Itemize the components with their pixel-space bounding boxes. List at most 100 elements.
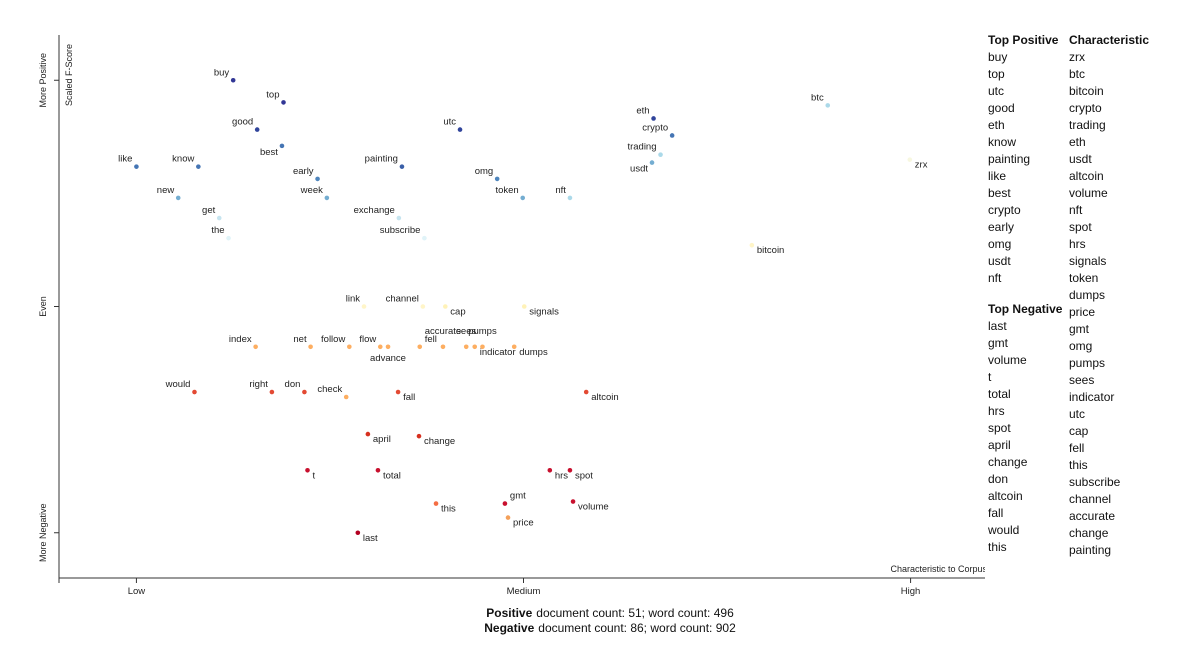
point <box>417 344 423 350</box>
term[interactable]: bitcoin <box>1069 84 1104 98</box>
term[interactable]: volume <box>988 353 1027 367</box>
y-tick-label: More Positive <box>38 53 48 108</box>
term[interactable]: indicator <box>1069 390 1115 404</box>
term[interactable]: gmt <box>988 336 1009 350</box>
term[interactable]: accurate <box>1069 509 1116 523</box>
term[interactable]: altcoin <box>988 489 1023 503</box>
point <box>226 235 231 241</box>
point-label: follow <box>321 334 345 345</box>
term[interactable]: fell <box>1069 441 1085 455</box>
term[interactable]: fall <box>988 506 1004 520</box>
point <box>420 304 426 309</box>
point-label: buy <box>214 67 230 78</box>
term[interactable]: pumps <box>1069 356 1106 370</box>
point <box>192 389 197 395</box>
point <box>254 127 260 132</box>
term[interactable]: change <box>988 455 1028 469</box>
point <box>443 304 448 309</box>
term[interactable]: trading <box>1069 118 1106 132</box>
point-label: check <box>317 384 342 395</box>
point <box>463 344 469 350</box>
point-label: new <box>157 185 175 196</box>
term[interactable]: good <box>988 101 1015 115</box>
term[interactable]: change <box>1069 526 1109 540</box>
term[interactable]: painting <box>1069 543 1112 557</box>
term[interactable]: omg <box>1069 339 1093 353</box>
term[interactable]: gmt <box>1069 322 1090 336</box>
term[interactable]: best <box>988 186 1011 200</box>
term[interactable]: t <box>988 370 992 384</box>
term[interactable]: omg <box>988 237 1012 251</box>
term[interactable]: crypto <box>988 203 1021 217</box>
term[interactable]: eth <box>1069 135 1086 149</box>
point <box>308 344 313 350</box>
term[interactable]: april <box>988 438 1011 452</box>
point-label: channel <box>386 294 419 305</box>
point-label: total <box>383 470 401 481</box>
point <box>305 468 310 473</box>
point-label: pumps <box>468 326 497 337</box>
term[interactable]: top <box>988 67 1005 81</box>
term[interactable]: channel <box>1069 492 1112 506</box>
term[interactable]: spot <box>988 421 1011 435</box>
term[interactable]: volume <box>1069 186 1108 200</box>
term[interactable]: hrs <box>1069 237 1086 251</box>
point <box>315 176 320 182</box>
x-axis-title: Characteristic to Corpus <box>890 564 985 574</box>
term[interactable]: eth <box>988 118 1005 132</box>
term[interactable]: this <box>988 540 1007 554</box>
term[interactable]: nft <box>988 271 1002 285</box>
term[interactable]: usdt <box>988 254 1011 268</box>
term[interactable]: early <box>988 220 1015 234</box>
point <box>520 195 526 201</box>
point <box>279 143 285 149</box>
point <box>355 530 361 536</box>
term[interactable]: painting <box>988 152 1031 166</box>
point-label: accurate <box>425 326 461 337</box>
point-label: spot <box>575 470 593 481</box>
term[interactable]: utc <box>1069 407 1086 421</box>
point-label: fell <box>425 334 437 345</box>
term[interactable]: cap <box>1069 424 1089 438</box>
top-negative: Top Negative last gmt volume t total hrs spot ap… <box>988 301 1062 556</box>
term[interactable]: signals <box>1069 254 1107 268</box>
list-title: Characteristic <box>1069 33 1150 47</box>
point <box>480 344 485 350</box>
point <box>472 344 478 350</box>
term[interactable]: zrx <box>1069 50 1085 64</box>
chart: Scaled F-Score Characteristic to Corpus … <box>38 35 985 597</box>
point-label: advance <box>370 353 406 364</box>
term[interactable]: dumps <box>1069 288 1106 302</box>
footer-text: document count: 86; word count: 902 <box>538 621 736 635</box>
point <box>361 304 367 309</box>
term[interactable]: would <box>988 523 1020 537</box>
term[interactable]: altcoin <box>1069 169 1104 183</box>
x-tick-label: Low <box>128 586 146 597</box>
term[interactable]: crypto <box>1069 101 1102 115</box>
term[interactable]: nft <box>1069 203 1083 217</box>
point-label: eth <box>636 105 649 116</box>
term[interactable]: usdt <box>1069 152 1092 166</box>
term[interactable]: this <box>1069 458 1088 472</box>
term[interactable]: last <box>988 319 1007 333</box>
term[interactable]: sees <box>1069 373 1095 387</box>
term[interactable]: buy <box>988 50 1008 64</box>
term[interactable]: token <box>1069 271 1099 285</box>
point <box>377 344 383 350</box>
term[interactable]: hrs <box>988 404 1005 418</box>
term[interactable]: subscribe <box>1069 475 1121 489</box>
term[interactable]: price <box>1069 305 1096 319</box>
term[interactable]: know <box>988 135 1017 149</box>
term[interactable]: btc <box>1069 67 1086 81</box>
point-label: know <box>172 154 194 165</box>
term[interactable]: total <box>988 387 1011 401</box>
x-tick-label: Medium <box>507 586 541 597</box>
point-label: early <box>293 166 314 177</box>
footer: Positive document count: 51; word count: … <box>0 606 1200 636</box>
term[interactable]: utc <box>988 84 1005 98</box>
point-label: get <box>202 205 216 216</box>
term[interactable]: don <box>988 472 1009 486</box>
point <box>547 468 553 473</box>
term[interactable]: spot <box>1069 220 1092 234</box>
term[interactable]: like <box>988 169 1007 183</box>
